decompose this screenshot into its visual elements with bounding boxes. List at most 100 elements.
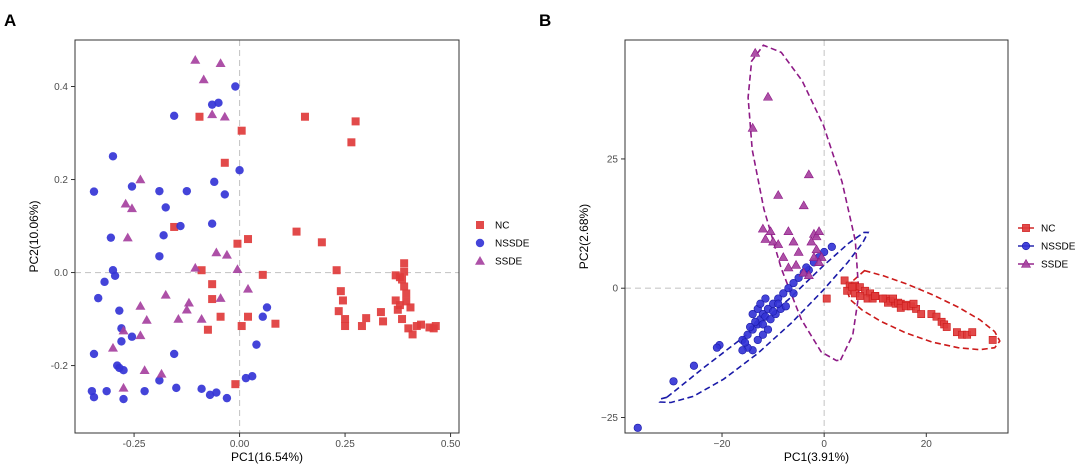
- data-point: [212, 388, 221, 397]
- data-point: [94, 293, 103, 303]
- data-point: [761, 294, 770, 303]
- data-point: [400, 282, 409, 291]
- data-point: [712, 343, 722, 352]
- x-tick-label: 0.00: [230, 439, 250, 450]
- data-point: [198, 74, 209, 84]
- data-point: [139, 365, 150, 374]
- data-point: [195, 112, 204, 121]
- y-axis-label: PC2(10.06%): [27, 200, 41, 272]
- data-point: [391, 271, 400, 280]
- data-point: [351, 117, 360, 126]
- data-point: [100, 277, 109, 287]
- data-point: [159, 231, 168, 240]
- data-point: [773, 190, 784, 199]
- data-point: [258, 270, 267, 279]
- data-point: [753, 335, 762, 345]
- data-point: [210, 177, 219, 187]
- series-ssde: [107, 54, 254, 392]
- data-point: [244, 235, 253, 244]
- data-point: [220, 190, 230, 199]
- data-point: [763, 325, 773, 334]
- data-point: [408, 330, 417, 339]
- data-point: [216, 312, 225, 321]
- legend-label: SSDE: [495, 257, 523, 268]
- y-tick-label: 0: [612, 284, 618, 295]
- data-point: [803, 169, 814, 179]
- data-point: [968, 328, 977, 337]
- x-axis-label: PC1(3.91%): [784, 450, 849, 464]
- data-point: [232, 264, 243, 274]
- data-point: [412, 322, 421, 331]
- data-point: [160, 289, 171, 299]
- data-point: [271, 319, 280, 328]
- data-point: [404, 324, 413, 333]
- data-point: [347, 138, 356, 147]
- data-point: [220, 158, 229, 167]
- data-point: [237, 322, 246, 331]
- data-point: [778, 252, 789, 261]
- legend-label: NSSDE: [495, 239, 530, 250]
- series-nssde: [87, 82, 272, 404]
- data-point: [115, 306, 124, 315]
- data-point: [120, 198, 131, 208]
- data-point: [119, 394, 128, 404]
- data-point: [814, 257, 825, 267]
- data-point: [689, 361, 699, 370]
- legend-label: NSSDE: [1041, 242, 1076, 253]
- data-point: [181, 304, 192, 314]
- data-point: [155, 186, 164, 196]
- data-point: [393, 305, 402, 314]
- data-point: [237, 126, 246, 135]
- data-point: [669, 377, 678, 386]
- data-point: [341, 315, 350, 324]
- panel-a: A -0.25 0.00 0.25 0.50 -0.2 0.0 0.2 0.4 PC1(16.54…: [4, 11, 530, 464]
- legend-key: [476, 221, 484, 229]
- data-point: [811, 231, 822, 241]
- data-point: [762, 91, 774, 101]
- data-point: [402, 289, 411, 298]
- data-point: [208, 295, 217, 304]
- data-point: [89, 349, 99, 359]
- data-point: [334, 307, 343, 316]
- legend-label: NC: [1041, 224, 1055, 235]
- data-point: [243, 283, 254, 293]
- y-tick-label: 25: [607, 154, 619, 165]
- data-point: [190, 262, 201, 272]
- panel-b: B −20 0 20 −25 0 25 PC1(3.91%) PC2(2.68%) NC NSSDE…: [539, 11, 1076, 464]
- data-point: [758, 330, 767, 339]
- data-point: [773, 239, 784, 248]
- data-point: [248, 372, 257, 381]
- x-axis-label: PC1(16.54%): [231, 450, 303, 464]
- data-point: [196, 314, 207, 323]
- data-point: [781, 302, 790, 311]
- data-point: [760, 233, 771, 243]
- data-point: [757, 223, 768, 233]
- data-point: [341, 322, 350, 331]
- data-point: [244, 312, 253, 321]
- x-tick-label: -0.25: [123, 439, 146, 450]
- data-point: [402, 297, 411, 306]
- legend-key: [1021, 241, 1031, 251]
- data-point: [784, 284, 793, 293]
- data-point: [126, 203, 137, 213]
- data-point: [942, 323, 951, 331]
- series-nc: [170, 112, 440, 389]
- legend-key: [475, 238, 485, 248]
- x-tick-label: 0.50: [441, 439, 461, 450]
- data-point: [909, 299, 918, 308]
- data-point: [417, 320, 426, 329]
- data-point: [791, 259, 802, 269]
- legend-label: NC: [495, 221, 509, 232]
- data-point: [215, 293, 226, 302]
- y-tick-label: −25: [601, 413, 618, 424]
- data-point: [856, 292, 864, 300]
- legend-key: [1022, 224, 1030, 232]
- data-point: [108, 152, 118, 161]
- data-point: [190, 54, 201, 64]
- data-point: [793, 246, 804, 256]
- data-point: [214, 98, 223, 107]
- data-point: [798, 267, 809, 277]
- data-point: [118, 382, 129, 392]
- y-tick-label: 0.0: [54, 268, 68, 279]
